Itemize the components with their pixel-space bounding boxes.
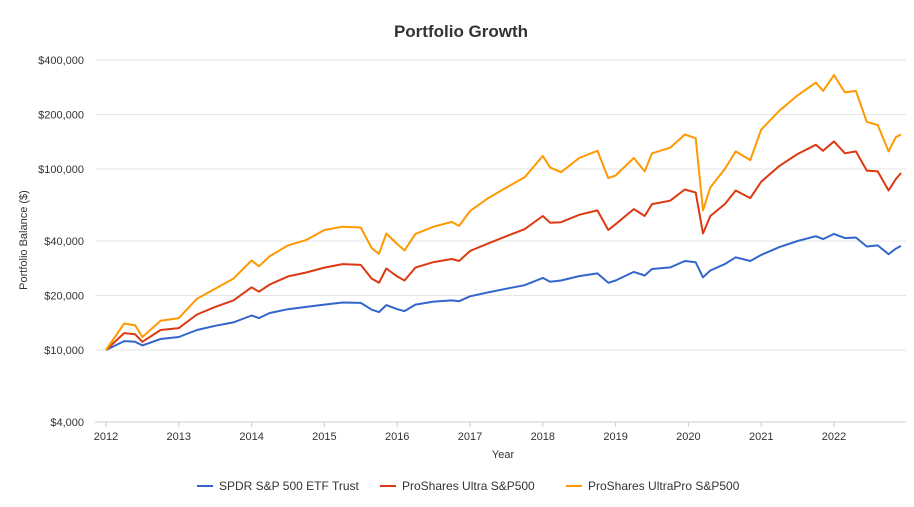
y-tick-label: $40,000	[44, 236, 84, 248]
legend-label: SPDR S&P 500 ETF Trust	[219, 479, 359, 493]
series-line-3	[105, 74, 902, 351]
y-tick-label: $200,000	[38, 109, 84, 121]
x-tick-label: 2019	[603, 431, 627, 443]
x-tick-label: 2018	[531, 431, 555, 443]
y-axis-label: Portfolio Balance ($)	[18, 190, 30, 290]
x-axis-label: Year	[492, 449, 515, 461]
y-tick-label: $10,000	[44, 345, 84, 357]
series-line-1	[105, 232, 902, 351]
y-tick-label: $4,000	[50, 417, 84, 429]
y-tick-labels: $4,000 $10,000 $20,000 $40,000 $100,000 $200,…	[38, 55, 84, 429]
legend-label: ProShares UltraPro S&P500	[588, 479, 740, 493]
legend-label: ProShares Ultra S&P500	[402, 479, 535, 493]
x-tick-label: 2020	[676, 431, 700, 443]
y-tick-label: $100,000	[38, 164, 84, 176]
y-tick-label: $400,000	[38, 55, 84, 67]
x-tick-label: 2015	[312, 431, 336, 443]
x-tick-label: 2021	[749, 431, 773, 443]
x-tick-label: 2013	[167, 431, 191, 443]
x-tick-labels: 2012 2013 2014 2015 2016 2017 2018 2019 2020 2021…	[94, 422, 846, 443]
chart-title: Portfolio Growth	[394, 22, 528, 41]
x-tick-label: 2022	[822, 431, 846, 443]
legend: SPDR S&P 500 ETF Trust ProShares Ultra S&…	[197, 479, 740, 493]
grid-lines	[95, 59, 906, 351]
series-lines	[105, 74, 902, 351]
x-tick-label: 2017	[458, 431, 482, 443]
series-line-2	[105, 140, 902, 351]
x-tick-label: 2014	[239, 431, 263, 443]
y-tick-label: $20,000	[44, 290, 84, 302]
x-tick-label: 2016	[385, 431, 409, 443]
x-tick-label: 2012	[94, 431, 118, 443]
